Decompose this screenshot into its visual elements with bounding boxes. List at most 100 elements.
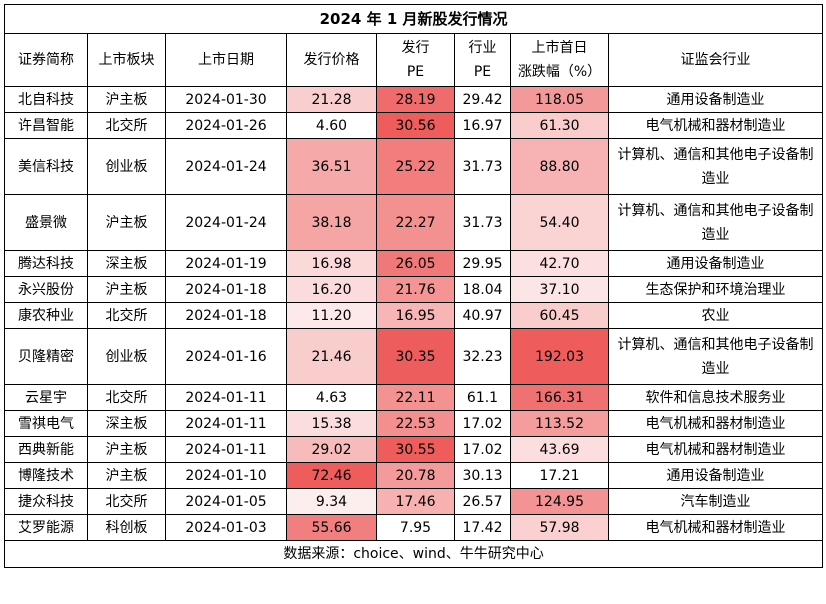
cell-board: 沪主板: [87, 436, 166, 463]
cell-csrc-industry: 电气机械和器材制造业: [607, 436, 824, 463]
cell-price: 72.46: [286, 462, 377, 489]
ipo-table-container: 2024 年 1 月新股发行情况 证券简称 上市板块 上市日期 发行价格 发行 …: [3, 4, 824, 568]
table-row: 云星宇 北交所 2024-01-11 4.63 22.11 61.1 166.31 软件和信息…: [4, 384, 824, 411]
cell-csrc-industry: 电气机械和器材制造业: [607, 514, 824, 541]
cell-csrc-industry: 生态保护和环境治理业: [607, 276, 824, 303]
cell-name: 捷众科技: [4, 488, 88, 515]
cell-issue-pe: 22.53: [376, 410, 455, 437]
header-first-day-change: 上市首日 涨跌幅（%）: [510, 33, 609, 87]
cell-price: 4.63: [286, 384, 377, 411]
cell-csrc-industry: 软件和信息技术服务业: [607, 384, 824, 411]
cell-board: 创业板: [87, 138, 166, 195]
cell-csrc-industry: 通用设备制造业: [607, 250, 824, 277]
table-row: 美信科技 创业板 2024-01-24 36.51 25.22 31.73 88.80 计算机…: [4, 138, 824, 195]
cell-industry-pe: 40.97: [454, 302, 511, 329]
cell-first-day-change: 124.95: [510, 488, 609, 515]
cell-first-day-change: 61.30: [510, 112, 609, 139]
cell-csrc-industry: 计算机、通信和其他电子设备制造业: [607, 194, 824, 251]
table-row: 贝隆精密 创业板 2024-01-16 21.46 30.35 32.23 192.03 计算…: [4, 328, 824, 385]
cell-board: 深主板: [87, 410, 166, 437]
cell-industry-pe: 26.57: [454, 488, 511, 515]
cell-first-day-change: 60.45: [510, 302, 609, 329]
source-row: 数据来源：choice、wind、牛牛研究中心: [3, 540, 824, 568]
cell-name: 腾达科技: [4, 250, 88, 277]
cell-industry-pe: 31.73: [454, 138, 511, 195]
table-row: 西典新能 沪主板 2024-01-11 29.02 30.55 17.02 43.69 电气机…: [4, 436, 824, 463]
cell-price: 16.20: [286, 276, 377, 303]
table-row: 康农种业 北交所 2024-01-18 11.20 16.95 40.97 60.45 农业: [4, 302, 824, 329]
cell-name: 永兴股份: [4, 276, 88, 303]
cell-price: 15.38: [286, 410, 377, 437]
cell-date: 2024-01-24: [165, 194, 287, 251]
cell-board: 北交所: [87, 488, 166, 515]
cell-name: 盛景微: [4, 194, 88, 251]
cell-name: 雪祺电气: [4, 410, 88, 437]
cell-board: 沪主板: [87, 462, 166, 489]
cell-price: 21.46: [286, 328, 377, 385]
table-row: 北自科技 沪主板 2024-01-30 21.28 28.19 29.42 118.05 通用…: [4, 86, 824, 113]
header-row: 证券简称 上市板块 上市日期 发行价格 发行 PE 行业 PE 上市首日 涨跌幅…: [4, 33, 824, 87]
cell-name: 西典新能: [4, 436, 88, 463]
cell-csrc-industry: 汽车制造业: [607, 488, 824, 515]
cell-board: 北交所: [87, 112, 166, 139]
header-industry-pe: 行业 PE: [454, 33, 511, 87]
cell-date: 2024-01-16: [165, 328, 287, 385]
cell-industry-pe: 31.73: [454, 194, 511, 251]
cell-first-day-change: 43.69: [510, 436, 609, 463]
cell-csrc-industry: 电气机械和器材制造业: [607, 410, 824, 437]
cell-date: 2024-01-24: [165, 138, 287, 195]
cell-price: 9.34: [286, 488, 377, 515]
title-row: 2024 年 1 月新股发行情况: [3, 4, 824, 34]
cell-first-day-change: 42.70: [510, 250, 609, 277]
header-csrc-industry: 证监会行业: [607, 33, 824, 87]
cell-industry-pe: 16.97: [454, 112, 511, 139]
cell-issue-pe: 22.27: [376, 194, 455, 251]
cell-price: 16.98: [286, 250, 377, 277]
cell-issue-pe: 28.19: [376, 86, 455, 113]
cell-issue-pe: 26.05: [376, 250, 455, 277]
cell-csrc-industry: 计算机、通信和其他电子设备制造业: [607, 138, 824, 195]
cell-board: 北交所: [87, 302, 166, 329]
cell-csrc-industry: 通用设备制造业: [607, 462, 824, 489]
cell-issue-pe: 30.56: [376, 112, 455, 139]
ipo-table: 2024 年 1 月新股发行情况 证券简称 上市板块 上市日期 发行价格 发行 …: [3, 4, 824, 568]
cell-price: 55.66: [286, 514, 377, 541]
table-row: 雪祺电气 深主板 2024-01-11 15.38 22.53 17.02 113.52 电气…: [4, 410, 824, 437]
cell-price: 29.02: [286, 436, 377, 463]
table-row: 艾罗能源 科创板 2024-01-03 55.66 7.95 17.42 57.98 电气机械…: [4, 514, 824, 541]
cell-issue-pe: 16.95: [376, 302, 455, 329]
cell-date: 2024-01-19: [165, 250, 287, 277]
table-title: 2024 年 1 月新股发行情况: [3, 4, 824, 34]
cell-date: 2024-01-11: [165, 384, 287, 411]
cell-board: 沪主板: [87, 276, 166, 303]
cell-industry-pe: 29.42: [454, 86, 511, 113]
cell-date: 2024-01-11: [165, 410, 287, 437]
cell-date: 2024-01-03: [165, 514, 287, 541]
cell-issue-pe: 20.78: [376, 462, 455, 489]
cell-industry-pe: 30.13: [454, 462, 511, 489]
cell-name: 博隆技术: [4, 462, 88, 489]
cell-industry-pe: 17.42: [454, 514, 511, 541]
cell-industry-pe: 29.95: [454, 250, 511, 277]
cell-date: 2024-01-18: [165, 276, 287, 303]
cell-first-day-change: 57.98: [510, 514, 609, 541]
cell-date: 2024-01-30: [165, 86, 287, 113]
cell-industry-pe: 17.02: [454, 436, 511, 463]
cell-first-day-change: 166.31: [510, 384, 609, 411]
cell-price: 4.60: [286, 112, 377, 139]
cell-first-day-change: 113.52: [510, 410, 609, 437]
header-board: 上市板块: [87, 33, 166, 87]
source-note: 数据来源：choice、wind、牛牛研究中心: [3, 540, 824, 568]
cell-board: 沪主板: [87, 86, 166, 113]
cell-issue-pe: 21.76: [376, 276, 455, 303]
cell-industry-pe: 18.04: [454, 276, 511, 303]
cell-issue-pe: 25.22: [376, 138, 455, 195]
cell-price: 38.18: [286, 194, 377, 251]
cell-first-day-change: 118.05: [510, 86, 609, 113]
cell-issue-pe: 22.11: [376, 384, 455, 411]
cell-name: 云星宇: [4, 384, 88, 411]
cell-name: 艾罗能源: [4, 514, 88, 541]
cell-first-day-change: 88.80: [510, 138, 609, 195]
header-date: 上市日期: [165, 33, 287, 87]
cell-csrc-industry: 通用设备制造业: [607, 86, 824, 113]
